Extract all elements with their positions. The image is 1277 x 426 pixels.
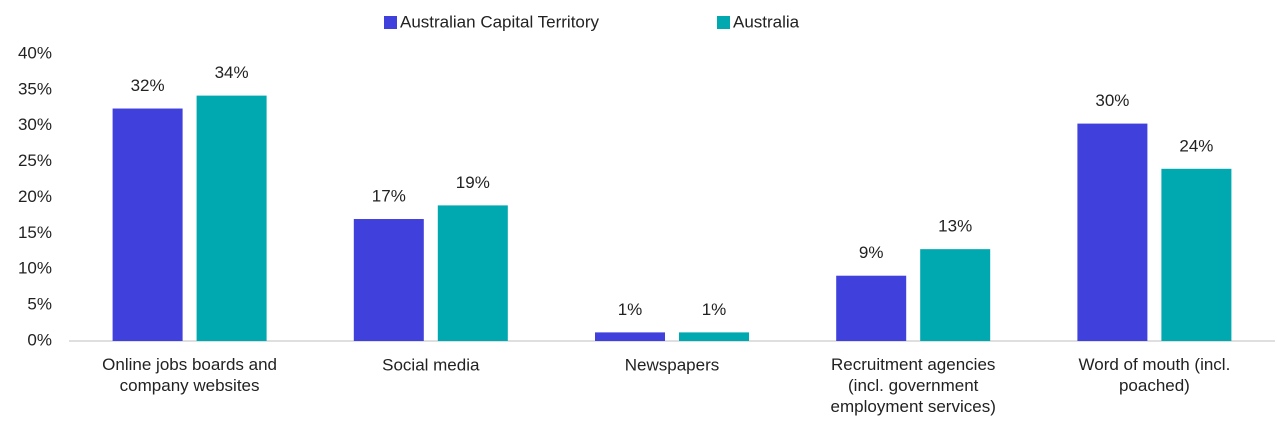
- value-label: 17%: [372, 187, 406, 206]
- y-tick-label: 0%: [27, 330, 52, 349]
- y-tick-label: 5%: [27, 295, 52, 314]
- value-label: 13%: [938, 217, 972, 236]
- x-tick-label: Newspapers: [625, 355, 720, 374]
- x-tick-label: Social media: [382, 355, 480, 374]
- x-tick-label: Recruitment agencies (incl. government emp…: [831, 355, 996, 416]
- value-label: 9%: [859, 243, 884, 262]
- value-label: 19%: [456, 173, 490, 192]
- y-tick-label: 35%: [18, 79, 52, 98]
- value-label: 30%: [1095, 91, 1129, 110]
- y-tick-label: 30%: [18, 115, 52, 134]
- y-tick-label: 10%: [18, 259, 52, 278]
- bar: [920, 249, 991, 341]
- y-tick-label: 15%: [18, 223, 52, 242]
- bar: [1161, 168, 1232, 341]
- bar: [112, 108, 183, 341]
- bar: [437, 205, 508, 341]
- x-tick-label: Word of mouth (incl. poached): [1079, 355, 1231, 395]
- value-label: 24%: [1179, 136, 1213, 155]
- y-tick-label: 20%: [18, 187, 52, 206]
- y-tick-label: 40%: [18, 43, 52, 62]
- legend-swatch: [384, 16, 397, 29]
- x-tick-label: Online jobs boards and company websites: [102, 355, 277, 395]
- value-label: 32%: [131, 76, 165, 95]
- bar: [595, 332, 665, 341]
- bar: [353, 219, 424, 341]
- y-tick-label: 25%: [18, 151, 52, 170]
- legend-label: Australian Capital Territory: [400, 12, 600, 31]
- bar: [196, 95, 267, 342]
- bar: [836, 275, 907, 341]
- value-label: 34%: [215, 63, 249, 82]
- value-label: 1%: [702, 300, 727, 319]
- bar: [679, 332, 749, 341]
- bar: [1077, 123, 1148, 341]
- legend-label: Australia: [733, 12, 800, 31]
- legend-swatch: [717, 16, 730, 29]
- value-label: 1%: [618, 300, 643, 319]
